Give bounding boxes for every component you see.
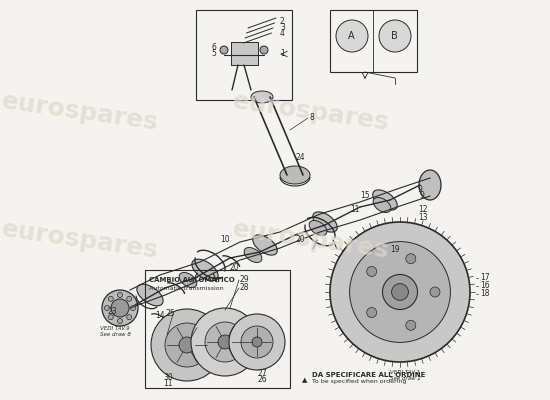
Ellipse shape [309, 220, 327, 236]
Text: 8: 8 [310, 114, 315, 122]
Circle shape [126, 315, 131, 320]
Circle shape [252, 337, 262, 347]
Circle shape [179, 337, 195, 353]
Circle shape [241, 326, 273, 358]
Ellipse shape [313, 212, 337, 232]
Ellipse shape [244, 248, 262, 262]
Text: 24: 24 [295, 154, 305, 162]
Text: 18: 18 [480, 290, 490, 298]
Text: 27: 27 [257, 370, 267, 378]
Circle shape [350, 242, 450, 342]
Text: eurospares: eurospares [231, 217, 391, 263]
Circle shape [218, 335, 232, 349]
Ellipse shape [253, 235, 277, 255]
Circle shape [191, 308, 259, 376]
Text: 12: 12 [418, 206, 427, 214]
Text: DA SPECIFICARE ALL ORDINE: DA SPECIFICARE ALL ORDINE [312, 372, 425, 378]
Circle shape [165, 323, 209, 367]
Text: 9: 9 [418, 186, 423, 194]
Circle shape [220, 46, 228, 54]
Text: 25: 25 [165, 310, 175, 318]
Text: 4: 4 [280, 30, 285, 38]
Circle shape [330, 222, 470, 362]
Text: 29: 29 [240, 276, 250, 284]
Ellipse shape [179, 272, 197, 288]
Circle shape [406, 254, 416, 264]
Circle shape [104, 306, 109, 310]
Text: 14: 14 [155, 312, 164, 320]
Circle shape [379, 20, 411, 52]
Ellipse shape [280, 166, 310, 184]
Circle shape [126, 296, 131, 301]
Text: 30: 30 [163, 374, 173, 382]
Circle shape [151, 309, 223, 381]
Text: B: B [391, 31, 398, 41]
Text: 13: 13 [418, 214, 428, 222]
Text: ▲: ▲ [302, 377, 307, 383]
Circle shape [111, 299, 129, 317]
Bar [196, 10, 292, 100]
Circle shape [367, 266, 377, 276]
Bar [330, 10, 417, 72]
Text: 28: 28 [240, 284, 250, 292]
Circle shape [382, 274, 417, 310]
Ellipse shape [373, 190, 397, 210]
Text: See draw 2: See draw 2 [390, 376, 421, 382]
Circle shape [118, 292, 123, 298]
Text: 10: 10 [220, 236, 230, 244]
Circle shape [406, 320, 416, 330]
Circle shape [118, 318, 123, 324]
Text: 23: 23 [108, 308, 118, 316]
Text: 17: 17 [480, 274, 490, 282]
Circle shape [260, 46, 268, 54]
Bar [145, 270, 290, 388]
Ellipse shape [251, 91, 273, 103]
Text: Automatic transmission: Automatic transmission [149, 286, 224, 292]
Text: 1: 1 [280, 50, 285, 58]
Text: 11: 11 [163, 380, 173, 388]
Text: 15: 15 [360, 190, 370, 200]
Circle shape [108, 315, 113, 320]
Circle shape [102, 290, 138, 326]
Text: 2: 2 [280, 18, 285, 26]
Circle shape [430, 287, 440, 297]
Text: 16: 16 [480, 282, 490, 290]
Circle shape [130, 306, 135, 310]
Text: 20: 20 [295, 236, 305, 244]
Text: A: A [348, 31, 355, 41]
Text: eurospares: eurospares [0, 89, 160, 135]
Circle shape [336, 20, 368, 52]
Text: VEDI TAV.2: VEDI TAV.2 [390, 370, 420, 374]
Circle shape [392, 284, 409, 300]
Circle shape [229, 314, 285, 370]
Ellipse shape [373, 198, 391, 212]
Text: See draw 8: See draw 8 [100, 332, 131, 336]
Text: 11: 11 [350, 206, 360, 214]
Text: 20: 20 [230, 264, 240, 272]
Text: 9: 9 [420, 192, 425, 200]
Text: To be specified when ordering: To be specified when ordering [312, 380, 406, 384]
Circle shape [367, 308, 377, 318]
Circle shape [205, 322, 245, 362]
Circle shape [108, 296, 113, 301]
Ellipse shape [137, 284, 163, 306]
Text: 26: 26 [257, 376, 267, 384]
Text: CAMBIO AUTOMATICO: CAMBIO AUTOMATICO [149, 277, 235, 283]
Text: 6: 6 [211, 44, 216, 52]
Ellipse shape [192, 259, 218, 281]
Text: 19: 19 [390, 246, 400, 254]
Text: eurospares: eurospares [231, 89, 391, 135]
Polygon shape [231, 42, 258, 65]
Ellipse shape [419, 170, 441, 200]
Text: VEDI TAV.9: VEDI TAV.9 [100, 326, 130, 330]
Text: 3: 3 [280, 24, 285, 32]
Text: 5: 5 [211, 50, 216, 58]
Text: eurospares: eurospares [0, 217, 160, 263]
